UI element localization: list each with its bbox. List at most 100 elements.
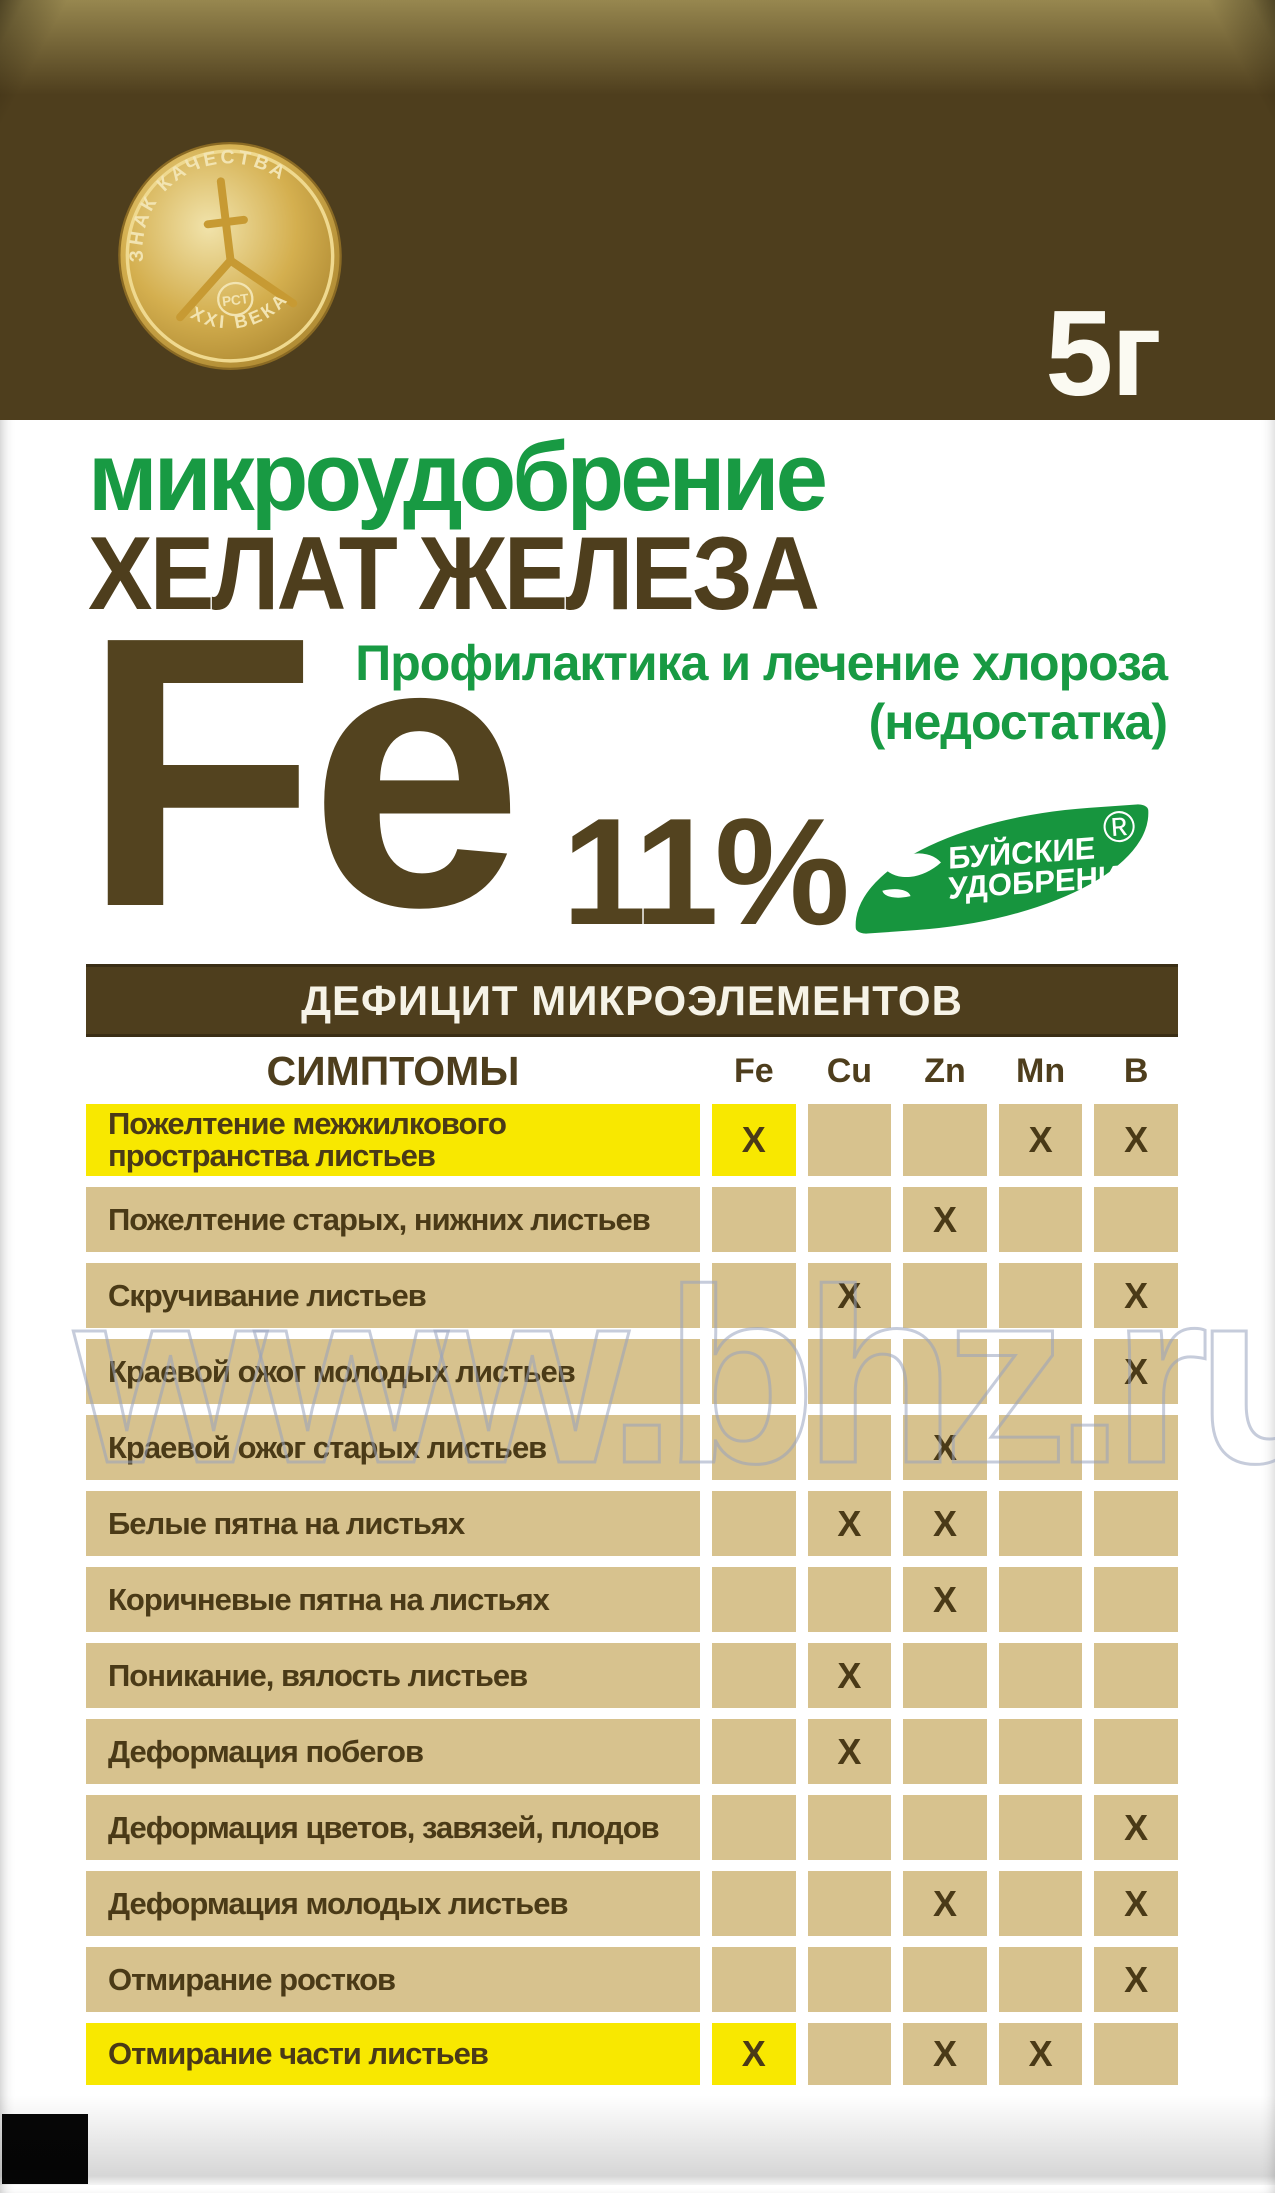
product-subtitle: Профилактика и лечение хлороза (недостат…: [355, 634, 1168, 751]
mark-cell-fe: [712, 1415, 796, 1480]
symptom-label: Деформация молодых листьев: [86, 1871, 700, 1936]
mark-cell-zn: X: [903, 1567, 987, 1632]
subtitle-line-1: Профилактика и лечение хлороза: [355, 635, 1168, 691]
mark-cell-b: [1094, 1415, 1178, 1480]
package-top-panel: ЗНАК КАЧЕСТВА XXI ВЕКА РСТ 5г: [0, 0, 1275, 420]
element-column-header-b: B: [1123, 1051, 1149, 1090]
mark-cell-fe: X: [712, 1104, 796, 1176]
mark-cell-b: [1094, 1567, 1178, 1632]
element-column-header-zn: Zn: [924, 1051, 966, 1090]
mark-cell-mn: [998, 1719, 1083, 1784]
symptom-label: Поникание, вялость листьев: [86, 1643, 700, 1708]
symptom-label: Пожелтение старых, нижних листьев: [86, 1187, 700, 1252]
mark-cell-cu: [807, 1104, 892, 1176]
mark-cell-zn: X: [903, 1187, 987, 1252]
mark-cell-b: X: [1094, 1947, 1178, 2012]
mark-cell-mn: [998, 1795, 1083, 1860]
symptom-label: Деформация цветов, завязей, плодов: [86, 1795, 700, 1860]
mark-cell-b: X: [1094, 1263, 1178, 1328]
table-row: Краевой ожог молодых листьев X: [86, 1339, 1178, 1404]
mark-cell-zn: X: [903, 1871, 987, 1936]
symptom-label: Отмирание части листьев: [86, 2023, 700, 2085]
mark-cell-b: [1094, 1491, 1178, 1556]
leaf-small-icon: [882, 884, 911, 903]
mark-cell-b: [1094, 1187, 1178, 1252]
mark-cell-cu: [807, 1947, 892, 2012]
mark-cell-cu: [807, 2023, 892, 2085]
mark-cell-cu: [807, 1795, 892, 1860]
mark-cell-zn: [903, 1339, 987, 1404]
mark-cell-mn: [998, 1643, 1083, 1708]
medal-center-text: РСТ: [221, 291, 250, 309]
package-bottom-shade: [0, 2095, 1275, 2185]
deficiency-band-title: ДЕФИЦИТ МИКРОЭЛЕМЕНТОВ: [301, 976, 963, 1024]
package-top-bevel: [0, 0, 1275, 95]
mark-cell-mn: [998, 1339, 1083, 1404]
mark-cell-cu: X: [807, 1263, 892, 1328]
mark-cell-mn: [998, 1871, 1083, 1936]
symptoms-table-header: СИМПТОМЫ Fe Cu Zn Mn B: [86, 1046, 1178, 1096]
mark-cell-cu: [807, 1187, 892, 1252]
mark-cell-mn: [998, 1947, 1083, 2012]
mark-cell-cu: X: [807, 1643, 892, 1708]
package-top-corner-right: [1190, 0, 1275, 200]
mark-cell-fe: [712, 1947, 796, 2012]
mark-cell-fe: [712, 1795, 796, 1860]
symptom-rows: Пожелтение межжилкового пространства лис…: [86, 1104, 1178, 2085]
brand-logo: БУЙСКИЕ УДОБРЕНИЯ ®: [848, 802, 1158, 935]
medal-emblem-icon: [176, 177, 298, 322]
mark-cell-zn: [903, 1104, 987, 1176]
mark-cell-fe: [712, 1263, 796, 1328]
table-row: Белые пятна на листьях X X: [86, 1491, 1178, 1556]
mark-cell-fe: [712, 1339, 796, 1404]
table-row: Деформация цветов, завязей, плодов X: [86, 1795, 1178, 1860]
quality-mark-medal-icon: ЗНАК КАЧЕСТВА XXI ВЕКА РСТ: [113, 142, 342, 370]
symptom-label: Отмирание ростков: [86, 1947, 700, 2012]
mark-cell-fe: [712, 1643, 796, 1708]
mark-cell-mn: [998, 1415, 1083, 1480]
subtitle-line-2: (недостатка): [868, 693, 1168, 750]
element-column-header-fe: Fe: [733, 1051, 774, 1090]
symptom-label: Краевой ожог старых листьев: [86, 1415, 700, 1480]
mark-cell-cu: [807, 1415, 892, 1480]
mark-cell-b: X: [1094, 1795, 1178, 1860]
mark-cell-zn: [903, 1643, 987, 1708]
table-row: Скручивание листьев X X: [86, 1263, 1178, 1328]
mark-cell-zn: [903, 1719, 987, 1784]
mark-cell-fe: X: [712, 2023, 796, 2085]
registered-trademark-icon: ®: [1101, 801, 1138, 853]
mark-cell-mn: X: [998, 2023, 1083, 2085]
mark-cell-cu: [807, 1871, 892, 1936]
leaf-icon: [884, 837, 941, 894]
mark-cell-cu: X: [807, 1719, 892, 1784]
table-row: Краевой ожог старых листьев X: [86, 1415, 1178, 1480]
package-weight: 5г: [1045, 285, 1162, 421]
mark-cell-b: X: [1094, 1104, 1178, 1176]
table-row: Деформация побегов X: [86, 1719, 1178, 1784]
table-row: Пожелтение старых, нижних листьев X: [86, 1187, 1178, 1252]
table-row: Деформация молодых листьев X X: [86, 1871, 1178, 1936]
mark-cell-fe: [712, 1567, 796, 1632]
mark-cell-cu: [807, 1339, 892, 1404]
deficiency-band: ДЕФИЦИТ МИКРОЭЛЕМЕНТОВ: [86, 964, 1178, 1037]
bottom-left-black-mark: [2, 2114, 88, 2184]
table-row: Поникание, вялость листьев X: [86, 1643, 1178, 1708]
symptom-label: Белые пятна на листьях: [86, 1491, 700, 1556]
symptom-label: Пожелтение межжилкового пространства лис…: [86, 1104, 700, 1176]
table-row: Отмирание части листьев X X X: [86, 2023, 1178, 2085]
mark-cell-zn: [903, 1263, 987, 1328]
element-column-header-cu: Cu: [826, 1051, 873, 1090]
mark-cell-mn: [998, 1263, 1083, 1328]
mark-cell-b: X: [1094, 1871, 1178, 1936]
brand-leaf-shape: БУЙСКИЕ УДОБРЕНИЯ ®: [848, 801, 1156, 935]
mark-cell-zn: [903, 1795, 987, 1860]
table-row: Отмирание ростков X: [86, 1947, 1178, 2012]
symptom-label: Коричневые пятна на листьях: [86, 1567, 700, 1632]
mark-cell-fe: [712, 1871, 796, 1936]
mark-cell-zn: [903, 1947, 987, 2012]
symptoms-column-header: СИМПТОМЫ: [266, 1047, 520, 1094]
package-top-corner-left: [0, 0, 85, 200]
mark-cell-zn: X: [903, 2023, 987, 2085]
mark-cell-b: [1094, 1719, 1178, 1784]
product-type-title: микроудобрение: [88, 422, 828, 531]
